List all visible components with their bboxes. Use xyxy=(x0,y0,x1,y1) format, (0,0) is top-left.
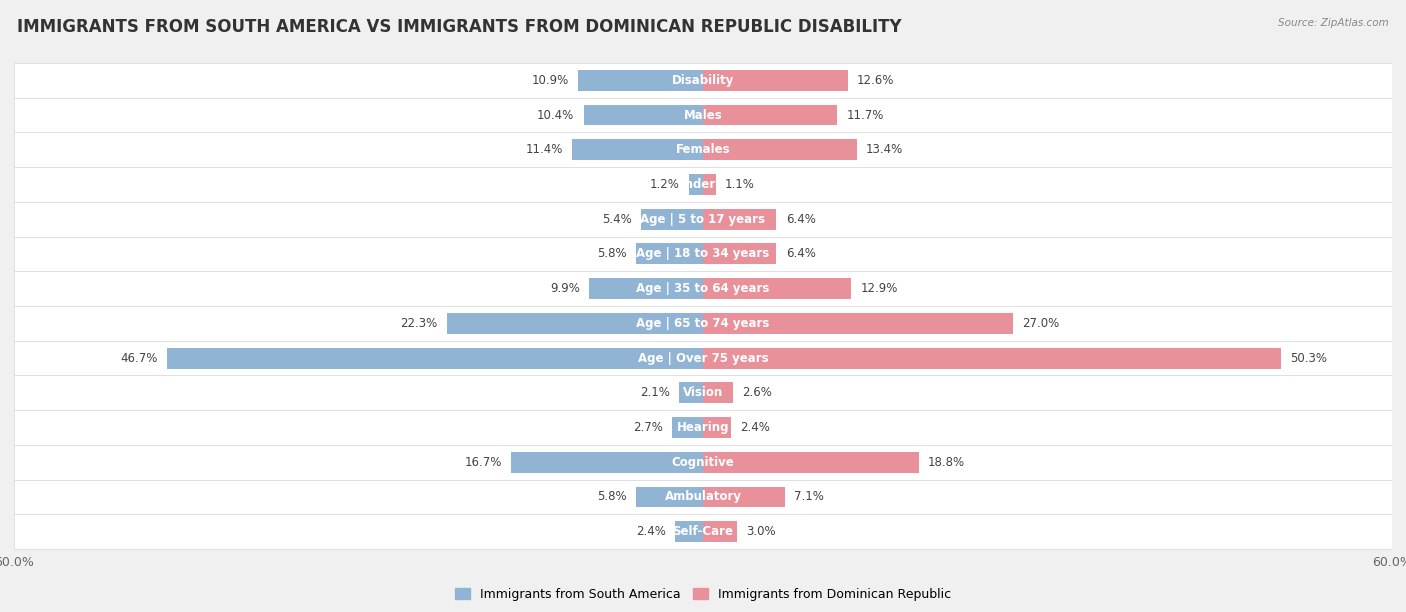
Text: Age | Under 5 years: Age | Under 5 years xyxy=(637,178,769,191)
Bar xyxy=(672,417,703,438)
FancyBboxPatch shape xyxy=(14,271,1392,306)
Bar xyxy=(703,313,1012,334)
Text: 50.3%: 50.3% xyxy=(1289,351,1327,365)
Text: 1.2%: 1.2% xyxy=(650,178,681,191)
Text: 12.6%: 12.6% xyxy=(856,74,894,87)
FancyBboxPatch shape xyxy=(14,98,1392,132)
Text: 9.9%: 9.9% xyxy=(550,282,581,295)
Bar xyxy=(703,174,716,195)
Bar xyxy=(637,487,703,507)
Text: 5.4%: 5.4% xyxy=(602,213,631,226)
Bar xyxy=(637,244,703,264)
FancyBboxPatch shape xyxy=(14,202,1392,237)
Bar xyxy=(703,487,785,507)
Text: Age | 65 to 74 years: Age | 65 to 74 years xyxy=(637,317,769,330)
Text: 2.1%: 2.1% xyxy=(640,386,669,399)
Bar xyxy=(578,70,703,91)
Text: IMMIGRANTS FROM SOUTH AMERICA VS IMMIGRANTS FROM DOMINICAN REPUBLIC DISABILITY: IMMIGRANTS FROM SOUTH AMERICA VS IMMIGRA… xyxy=(17,18,901,36)
Text: 18.8%: 18.8% xyxy=(928,456,965,469)
Text: 3.0%: 3.0% xyxy=(747,525,776,538)
Bar xyxy=(703,348,1281,368)
FancyBboxPatch shape xyxy=(14,341,1392,375)
Bar xyxy=(572,140,703,160)
Bar xyxy=(703,105,838,125)
FancyBboxPatch shape xyxy=(14,445,1392,480)
FancyBboxPatch shape xyxy=(14,237,1392,271)
Bar xyxy=(703,70,848,91)
Bar xyxy=(703,521,738,542)
Text: 10.9%: 10.9% xyxy=(531,74,568,87)
FancyBboxPatch shape xyxy=(14,410,1392,445)
Text: Source: ZipAtlas.com: Source: ZipAtlas.com xyxy=(1278,18,1389,28)
Bar xyxy=(589,278,703,299)
FancyBboxPatch shape xyxy=(14,375,1392,410)
Bar xyxy=(583,105,703,125)
Text: 11.4%: 11.4% xyxy=(526,143,562,156)
Bar xyxy=(689,174,703,195)
Text: 2.6%: 2.6% xyxy=(742,386,772,399)
Text: 12.9%: 12.9% xyxy=(860,282,897,295)
Text: Disability: Disability xyxy=(672,74,734,87)
Bar xyxy=(703,140,856,160)
Text: Females: Females xyxy=(676,143,730,156)
FancyBboxPatch shape xyxy=(14,480,1392,514)
Text: 5.8%: 5.8% xyxy=(598,247,627,261)
Bar xyxy=(703,244,776,264)
Text: 1.1%: 1.1% xyxy=(725,178,755,191)
Text: 27.0%: 27.0% xyxy=(1022,317,1060,330)
Text: Self-Care: Self-Care xyxy=(672,525,734,538)
Bar xyxy=(703,452,920,472)
Text: 16.7%: 16.7% xyxy=(465,456,502,469)
Bar xyxy=(641,209,703,230)
FancyBboxPatch shape xyxy=(14,63,1392,98)
Text: Males: Males xyxy=(683,108,723,122)
Text: 2.7%: 2.7% xyxy=(633,421,662,434)
FancyBboxPatch shape xyxy=(14,167,1392,202)
Legend: Immigrants from South America, Immigrants from Dominican Republic: Immigrants from South America, Immigrant… xyxy=(456,588,950,601)
Text: Age | 18 to 34 years: Age | 18 to 34 years xyxy=(637,247,769,261)
Text: 6.4%: 6.4% xyxy=(786,247,815,261)
Bar xyxy=(675,521,703,542)
Bar xyxy=(447,313,703,334)
Text: 2.4%: 2.4% xyxy=(637,525,666,538)
Text: Age | Over 75 years: Age | Over 75 years xyxy=(638,351,768,365)
FancyBboxPatch shape xyxy=(14,306,1392,341)
FancyBboxPatch shape xyxy=(14,514,1392,549)
Bar xyxy=(703,278,851,299)
Text: 22.3%: 22.3% xyxy=(401,317,437,330)
Text: Vision: Vision xyxy=(683,386,723,399)
Text: Ambulatory: Ambulatory xyxy=(665,490,741,504)
Bar xyxy=(512,452,703,472)
Text: 46.7%: 46.7% xyxy=(121,351,157,365)
Text: 5.8%: 5.8% xyxy=(598,490,627,504)
Bar xyxy=(167,348,703,368)
Text: 10.4%: 10.4% xyxy=(537,108,575,122)
Text: Hearing: Hearing xyxy=(676,421,730,434)
FancyBboxPatch shape xyxy=(14,132,1392,167)
Bar xyxy=(703,382,733,403)
Bar xyxy=(703,417,731,438)
Text: 13.4%: 13.4% xyxy=(866,143,903,156)
Bar xyxy=(679,382,703,403)
Text: 11.7%: 11.7% xyxy=(846,108,884,122)
Text: 2.4%: 2.4% xyxy=(740,421,769,434)
Text: Cognitive: Cognitive xyxy=(672,456,734,469)
Text: 7.1%: 7.1% xyxy=(794,490,824,504)
Text: Age | 35 to 64 years: Age | 35 to 64 years xyxy=(637,282,769,295)
Text: 6.4%: 6.4% xyxy=(786,213,815,226)
Text: Age | 5 to 17 years: Age | 5 to 17 years xyxy=(641,213,765,226)
Bar xyxy=(703,209,776,230)
